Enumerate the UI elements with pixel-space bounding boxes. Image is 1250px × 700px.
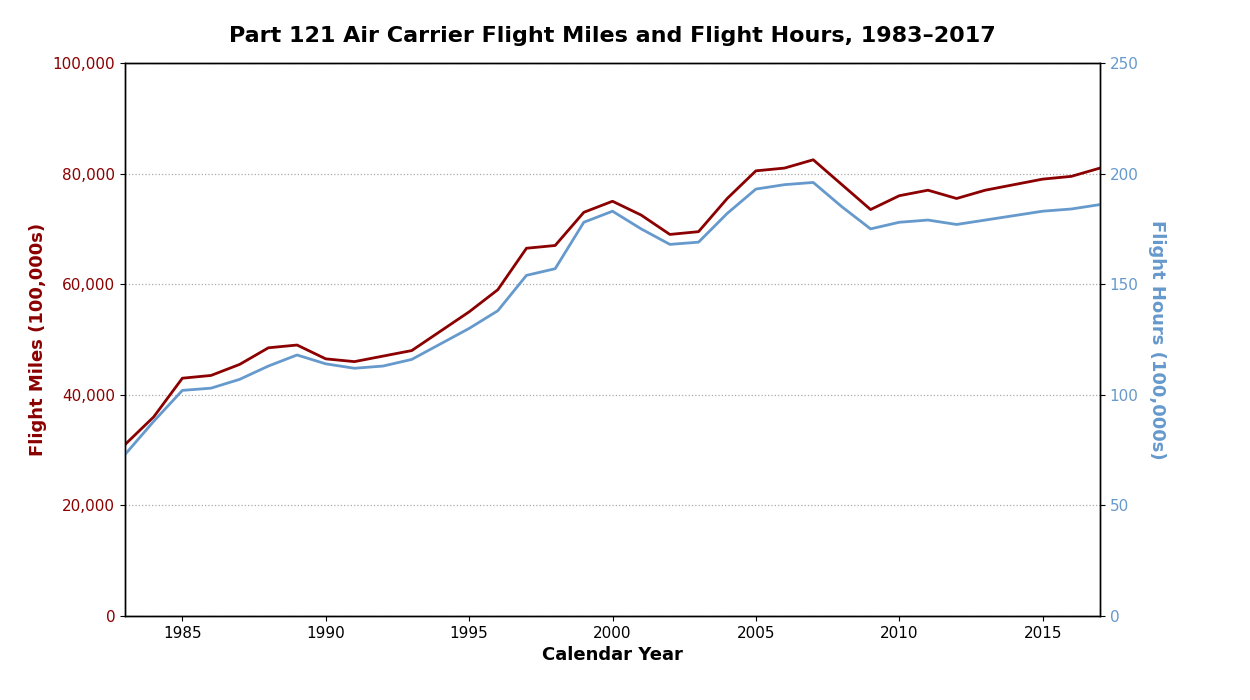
X-axis label: Calendar Year: Calendar Year [542, 646, 682, 664]
Title: Part 121 Air Carrier Flight Miles and Flight Hours, 1983–2017: Part 121 Air Carrier Flight Miles and Fl… [229, 26, 996, 46]
Y-axis label: Flight Miles (100,000s): Flight Miles (100,000s) [29, 223, 48, 456]
Y-axis label: Flight Hours (100,000s): Flight Hours (100,000s) [1149, 220, 1166, 459]
